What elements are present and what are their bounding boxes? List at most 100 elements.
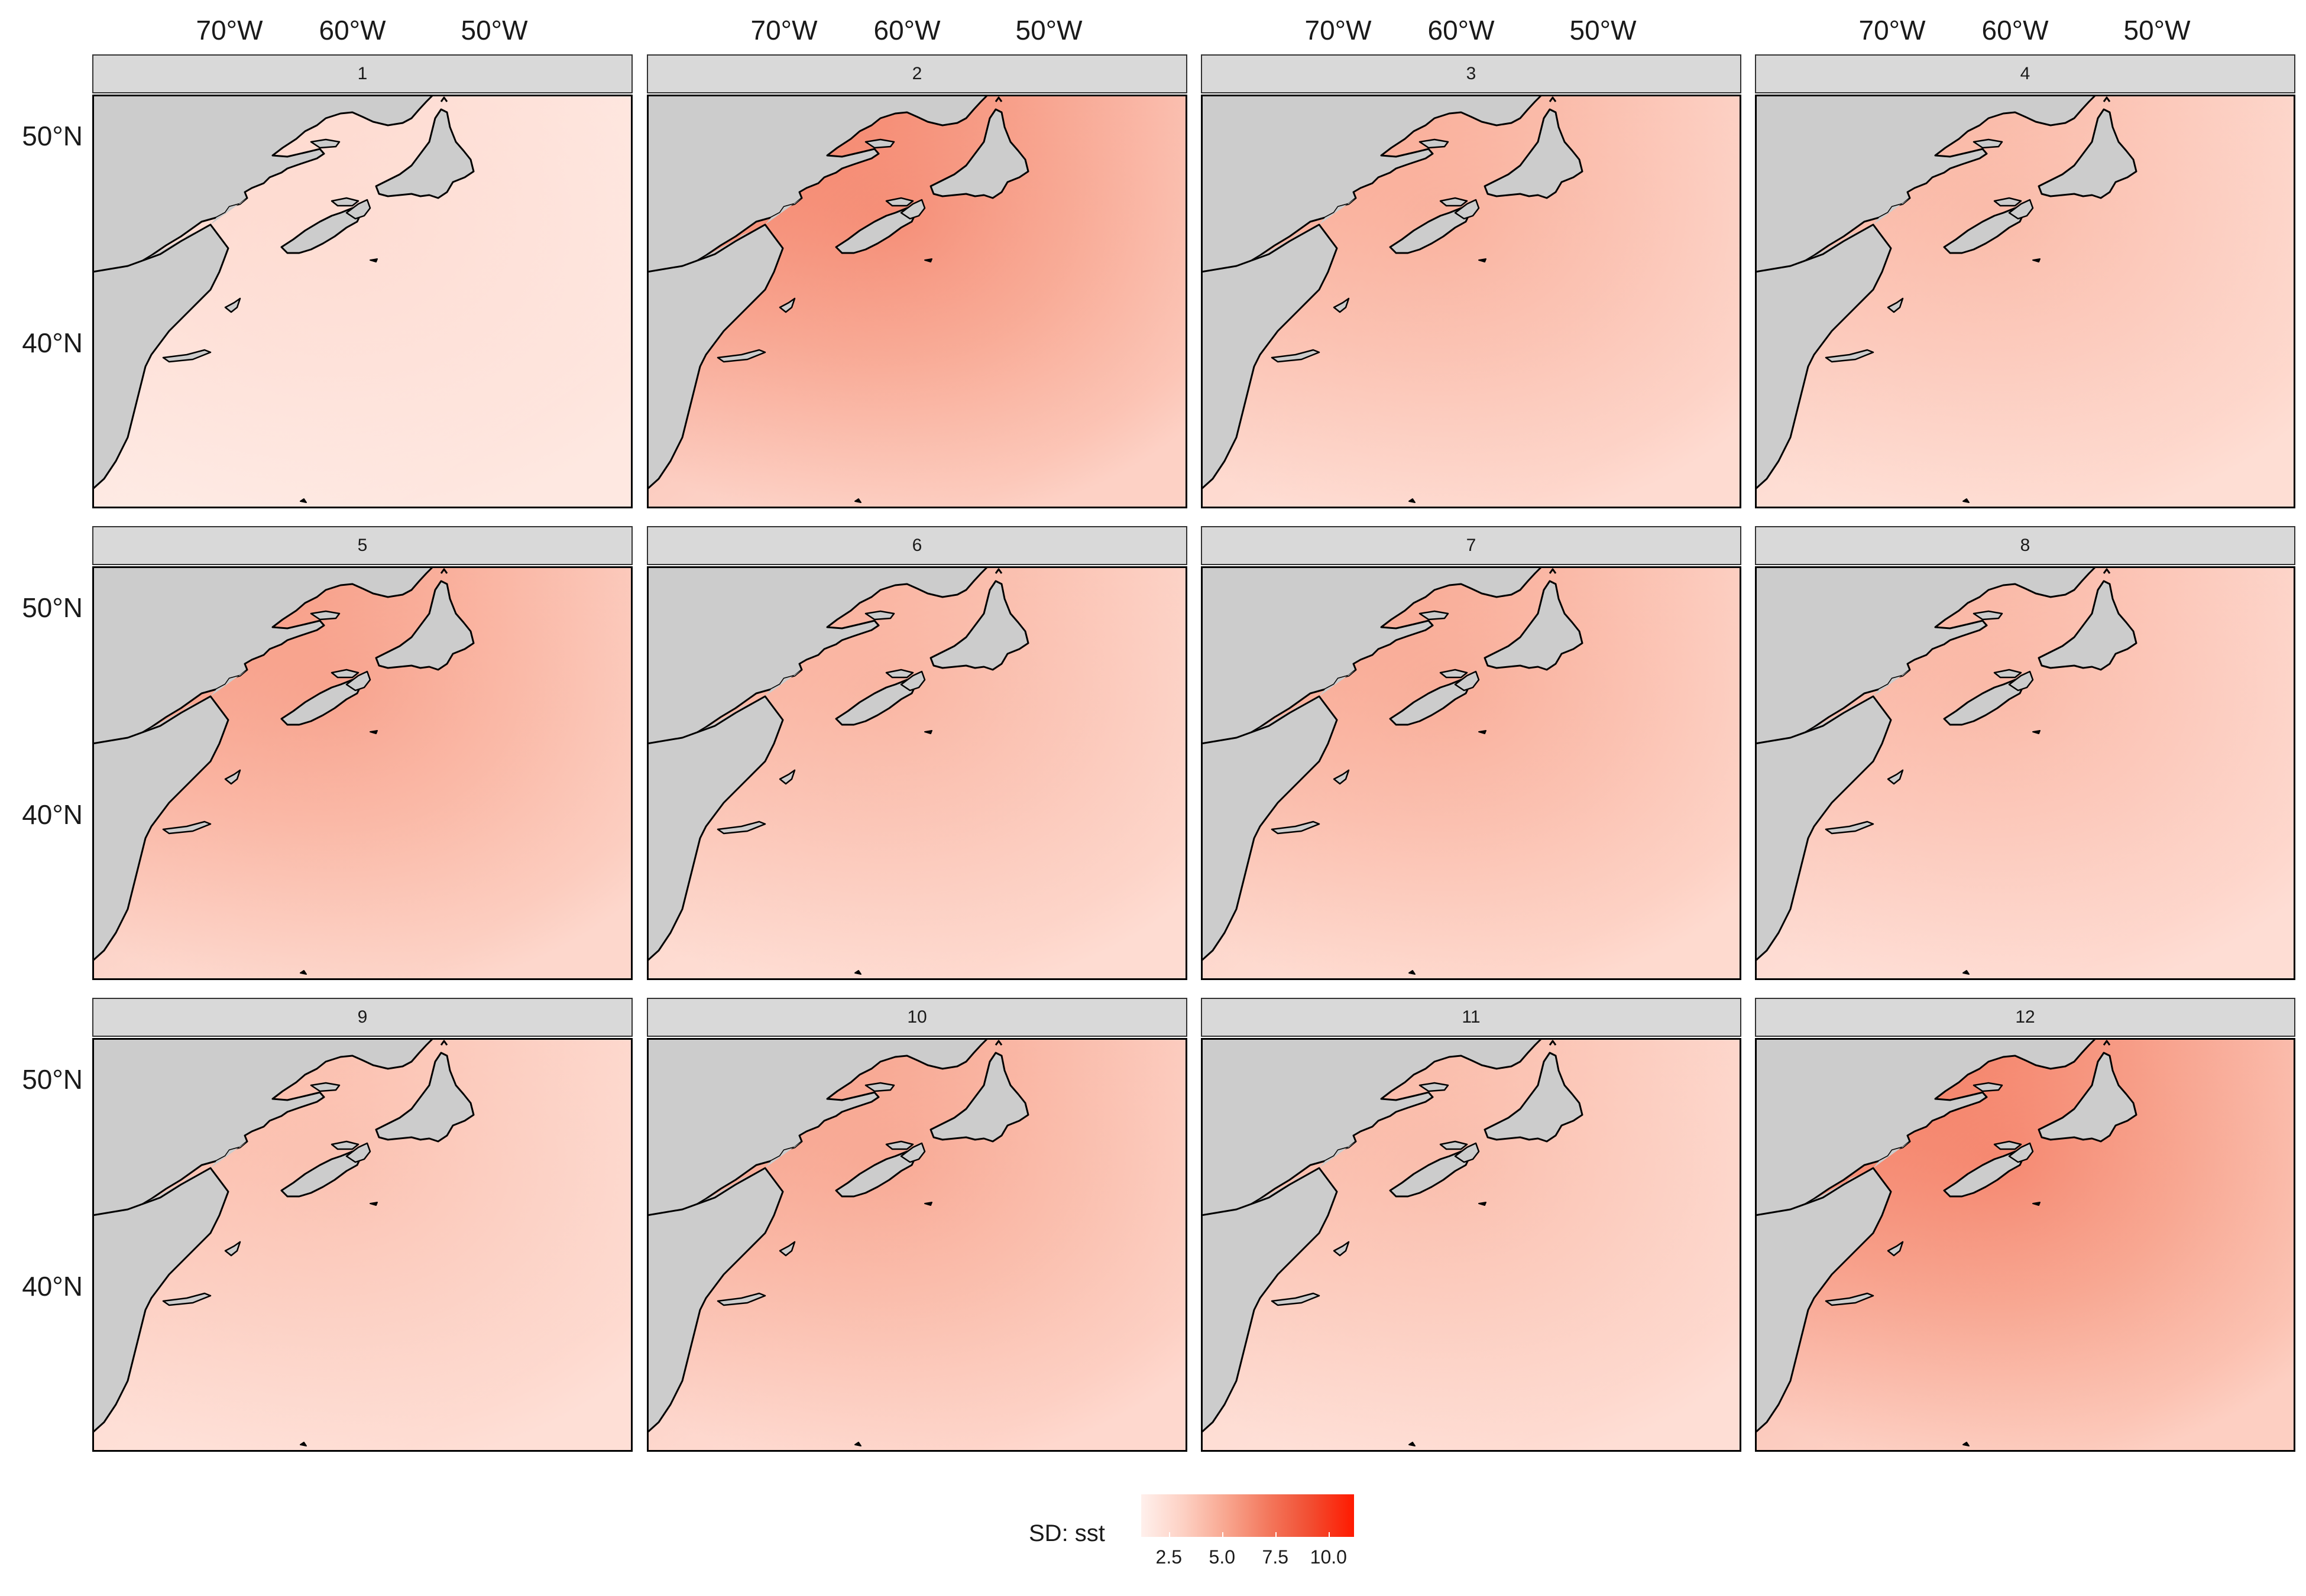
us-east-coast xyxy=(1201,1167,1338,1434)
labrador-tip xyxy=(995,96,1003,102)
mainland xyxy=(647,1038,988,1233)
bermuda xyxy=(1962,1442,1970,1446)
anticosti-island xyxy=(1973,1082,2003,1092)
cape-cod xyxy=(1333,769,1350,785)
legend-title: SD: sst xyxy=(1029,1520,1105,1546)
legend-tick-mark xyxy=(1222,1532,1223,1538)
cape-cod xyxy=(779,1241,796,1257)
lon-tick-label: 60°W xyxy=(1427,15,1495,46)
mainland-south xyxy=(92,198,247,288)
sable-island xyxy=(924,730,932,734)
sst-sd-map xyxy=(1755,1038,2295,1452)
panel-border xyxy=(647,1038,1187,1452)
legend-color-bar xyxy=(1141,1494,1354,1537)
prince-edward-island xyxy=(1993,197,2022,207)
mainland-south xyxy=(1201,670,1356,760)
facet-strip-label: 8 xyxy=(1755,526,2295,565)
newfoundland xyxy=(375,1052,475,1143)
bermuda xyxy=(1408,498,1416,503)
lat-tick-label: 40°N xyxy=(22,799,83,830)
panel-border xyxy=(1755,1038,2295,1452)
anticosti-island xyxy=(310,138,341,149)
bermuda xyxy=(1962,970,1970,975)
facet-strip-label: 5 xyxy=(92,526,633,565)
newfoundland xyxy=(2038,108,2137,199)
sable-island xyxy=(924,258,932,262)
us-east-coast xyxy=(647,223,784,491)
newfoundland xyxy=(1484,108,1583,199)
panel-border xyxy=(92,95,633,508)
mainland xyxy=(92,1038,433,1233)
prince-edward-island xyxy=(885,1140,914,1150)
mainland-south xyxy=(647,670,802,760)
mainland-south xyxy=(92,670,247,760)
anticosti-island xyxy=(864,610,895,621)
long-island xyxy=(717,349,766,363)
sst-sd-map xyxy=(647,566,1187,980)
facet-strip-label: 7 xyxy=(1201,526,1741,565)
sst-sd-map xyxy=(1201,566,1741,980)
bermuda xyxy=(300,970,307,975)
lon-tick-label: 50°W xyxy=(1569,15,1637,46)
legend-tick-label: 10.0 xyxy=(1310,1546,1347,1568)
sable-island xyxy=(370,730,378,734)
lon-tick-label: 70°W xyxy=(750,15,818,46)
long-island xyxy=(162,349,212,363)
cape-cod xyxy=(1333,297,1350,313)
lon-tick-label: 70°W xyxy=(196,15,263,46)
labrador-tip xyxy=(2103,1040,2111,1046)
prince-edward-island xyxy=(1993,669,2022,679)
mainland xyxy=(1755,95,2096,290)
cape-cod xyxy=(779,297,796,313)
newfoundland xyxy=(375,580,475,671)
lon-tick-label: 60°W xyxy=(1981,15,2049,46)
labrador-tip xyxy=(440,568,448,574)
facet-strip-label: 3 xyxy=(1201,54,1741,93)
anticosti-island xyxy=(1418,1082,1449,1092)
long-island xyxy=(1825,1292,1874,1306)
cape-breton xyxy=(2008,199,2034,220)
facet-strip-label: 11 xyxy=(1201,998,1741,1037)
anticosti-island xyxy=(310,610,341,621)
lon-tick-label: 70°W xyxy=(1858,15,1926,46)
facet-strip-label: 9 xyxy=(92,998,633,1037)
labrador-tip xyxy=(440,96,448,102)
us-east-coast xyxy=(647,1167,784,1434)
mainland xyxy=(647,566,988,761)
cape-breton xyxy=(1454,1142,1480,1163)
labrador-tip xyxy=(1549,1040,1557,1046)
mainland-south xyxy=(647,1141,802,1232)
sable-island xyxy=(1478,1202,1486,1206)
lon-tick-label: 70°W xyxy=(1304,15,1372,46)
bermuda xyxy=(1408,1442,1416,1446)
mainland-south xyxy=(1755,1141,1910,1232)
cape-cod xyxy=(224,769,241,785)
cape-breton xyxy=(900,199,926,220)
long-island xyxy=(162,820,212,835)
bermuda xyxy=(300,498,307,503)
sable-island xyxy=(2032,1202,2041,1206)
mainland xyxy=(92,566,433,761)
us-east-coast xyxy=(92,1167,229,1434)
cape-breton xyxy=(900,1142,926,1163)
cape-breton xyxy=(2008,1142,2034,1163)
prince-edward-island xyxy=(885,197,914,207)
legend-tick-label: 7.5 xyxy=(1262,1546,1289,1568)
anticosti-island xyxy=(310,1082,341,1092)
bermuda xyxy=(1962,498,1970,503)
mainland xyxy=(647,95,988,290)
sst-sd-map xyxy=(92,566,633,980)
long-island xyxy=(1271,820,1320,835)
prince-edward-island xyxy=(1993,1140,2022,1150)
cape-cod xyxy=(224,297,241,313)
cape-breton xyxy=(2008,670,2034,692)
lat-tick-label: 40°N xyxy=(22,327,83,358)
prince-edward-island xyxy=(885,669,914,679)
lon-tick-label: 60°W xyxy=(319,15,386,46)
cape-cod xyxy=(1333,1241,1350,1257)
prince-edward-island xyxy=(1439,1140,1468,1150)
us-east-coast xyxy=(1755,1167,1892,1434)
cape-cod xyxy=(1887,1241,1904,1257)
us-east-coast xyxy=(1755,695,1892,962)
